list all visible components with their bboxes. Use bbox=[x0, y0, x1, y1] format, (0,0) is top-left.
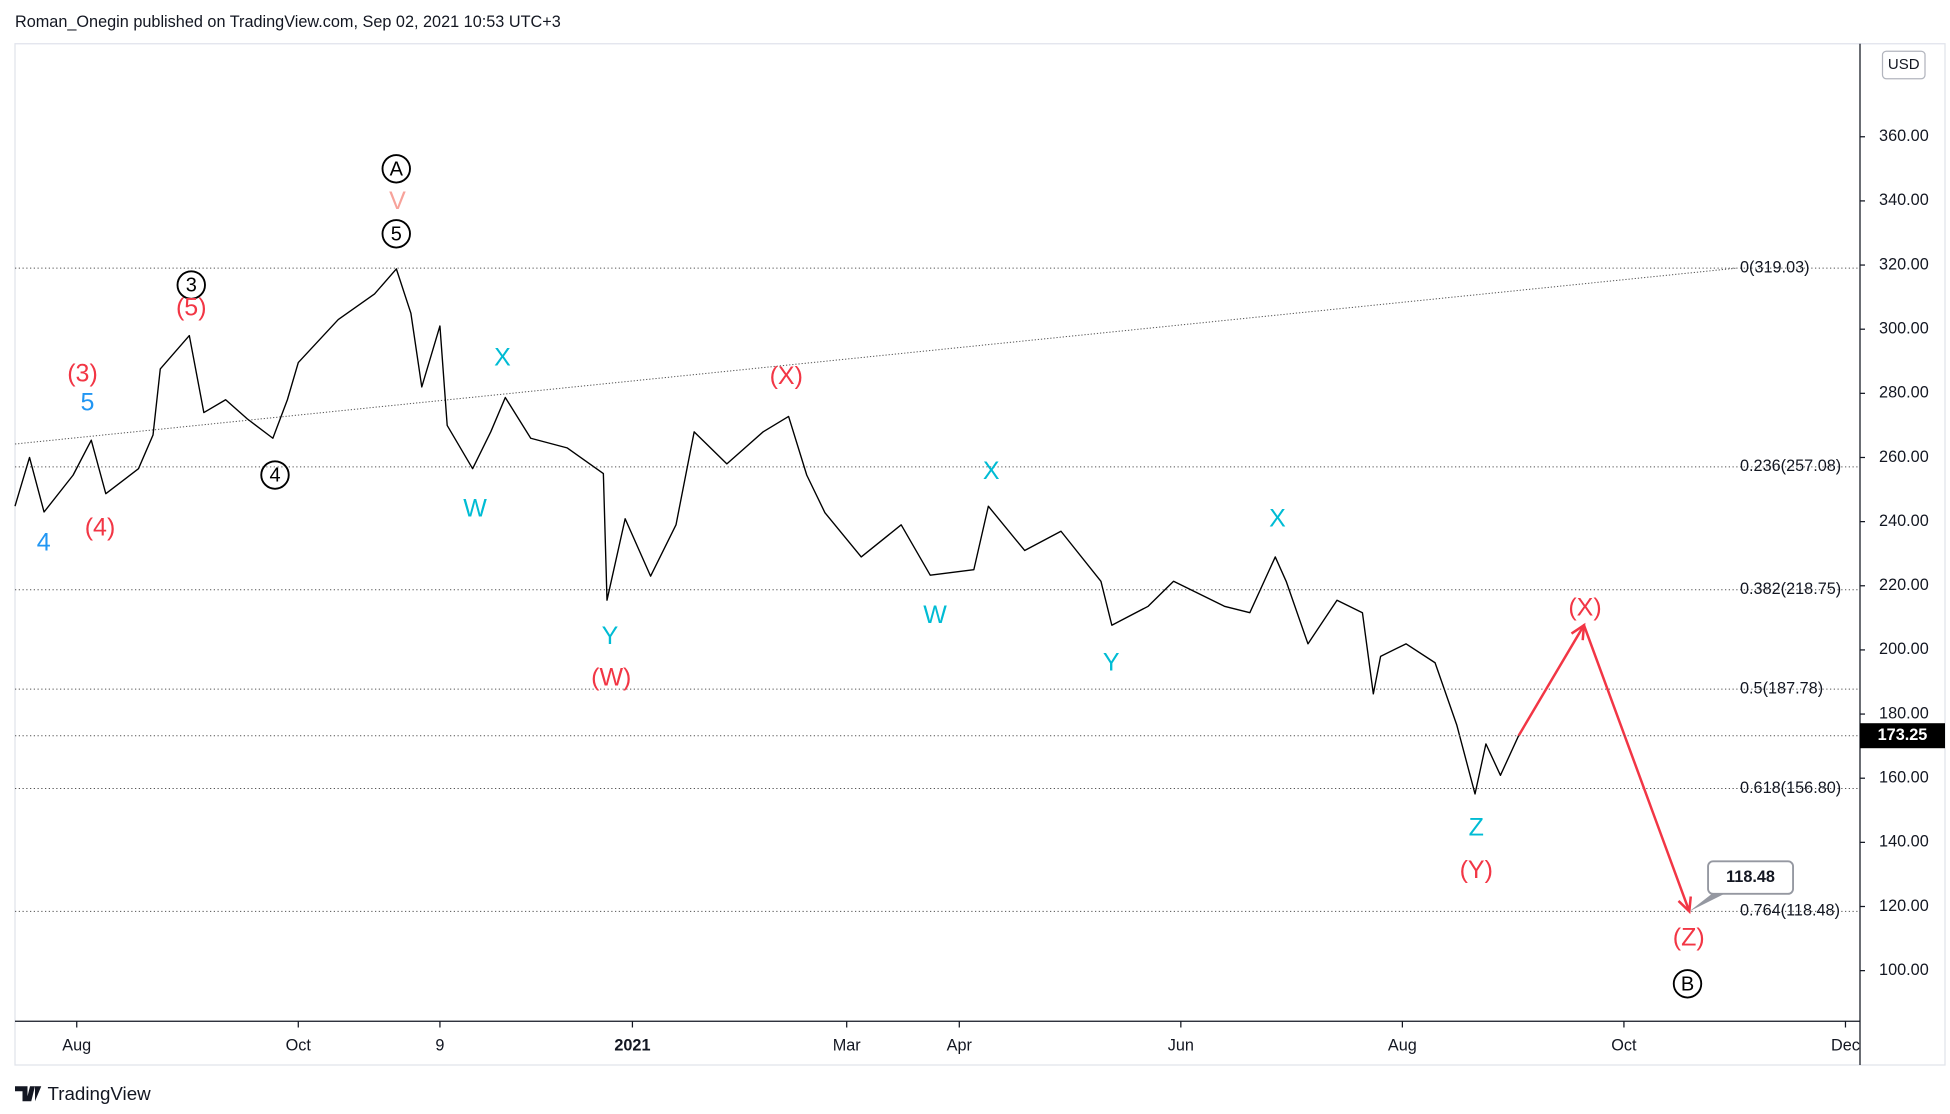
wave-circle bbox=[1672, 969, 1703, 999]
x-tick-label: Apr bbox=[947, 1037, 973, 1055]
wave-label: 4 bbox=[269, 465, 280, 487]
y-tick-label: 260.00 bbox=[1879, 448, 1929, 466]
wave-label: (4) bbox=[85, 513, 116, 541]
y-tick-label: 200.00 bbox=[1879, 640, 1929, 658]
y-tick-label: 160.00 bbox=[1879, 769, 1929, 787]
wave-label: (X) bbox=[770, 362, 803, 390]
wave-label: 3 bbox=[186, 275, 197, 297]
x-tick-label: Oct bbox=[286, 1037, 312, 1055]
wave-label: B bbox=[1681, 973, 1694, 995]
wave-label: (Y) bbox=[1460, 856, 1493, 884]
wave-label: X bbox=[494, 343, 511, 371]
price-tag-label: 173.25 bbox=[1878, 726, 1928, 744]
wave-label: 5 bbox=[391, 223, 402, 245]
y-tick-label: 120.00 bbox=[1879, 897, 1929, 915]
fib-label: 0(319.03) bbox=[1740, 258, 1810, 276]
frame bbox=[14, 43, 1946, 1066]
wave-circle bbox=[381, 219, 411, 249]
fib-label: 0.5(187.78) bbox=[1740, 679, 1823, 697]
y-tick-label: 240.00 bbox=[1879, 512, 1929, 530]
wave-label: 5 bbox=[81, 388, 95, 416]
wave-label: A bbox=[390, 158, 404, 180]
wave-label: (Z) bbox=[1673, 923, 1705, 951]
wave-label: W bbox=[923, 601, 947, 629]
trendline bbox=[14, 267, 1737, 445]
x-tick-label: Aug bbox=[1388, 1037, 1417, 1055]
y-tick-label: 180.00 bbox=[1879, 704, 1929, 722]
x-tick-label: Jun bbox=[1168, 1037, 1194, 1055]
wave-label: (5) bbox=[176, 293, 207, 321]
callout-pointer bbox=[1689, 893, 1725, 912]
y-tick-label: 140.00 bbox=[1879, 833, 1929, 851]
fib-label: 0.764(118.48) bbox=[1740, 902, 1840, 920]
x-tick-label: 9 bbox=[435, 1037, 444, 1055]
y-tick-label: 320.00 bbox=[1879, 255, 1929, 273]
y-tick-label: 340.00 bbox=[1879, 191, 1929, 209]
wave-label: V bbox=[389, 187, 406, 215]
fib-label: 0.382(218.75) bbox=[1740, 580, 1841, 598]
wave-label: (3) bbox=[67, 360, 98, 388]
y-tick-label: 360.00 bbox=[1879, 127, 1929, 145]
wave-circle bbox=[260, 460, 290, 490]
callout-box bbox=[1707, 860, 1794, 895]
y-tick-label: 100.00 bbox=[1879, 961, 1929, 979]
wave-circle bbox=[381, 154, 411, 184]
x-tick-label: Oct bbox=[1611, 1037, 1637, 1055]
x-tick-label: Mar bbox=[833, 1037, 862, 1055]
wave-label: X bbox=[1269, 505, 1286, 533]
wave-label: 4 bbox=[37, 528, 51, 556]
wave-label: Y bbox=[602, 622, 619, 650]
price-tag bbox=[1860, 723, 1945, 749]
footer-brand: TradingView bbox=[48, 1083, 152, 1104]
callout-label: 118.48 bbox=[1726, 868, 1775, 886]
arrow-head bbox=[1570, 622, 1586, 641]
wave-label: Z bbox=[1469, 813, 1484, 841]
y-tick-label: 280.00 bbox=[1879, 384, 1929, 402]
wave-label: (X) bbox=[1568, 593, 1601, 621]
y-tick-label: 220.00 bbox=[1879, 576, 1929, 594]
wave-label: (W) bbox=[591, 663, 631, 691]
header: Roman_Onegin published on TradingView.co… bbox=[15, 13, 561, 31]
x-tick-label: Dec bbox=[1831, 1037, 1860, 1055]
fib-label: 0.618(156.80) bbox=[1740, 779, 1841, 797]
fib-label: 0.236(257.08) bbox=[1740, 457, 1841, 475]
wave-label: W bbox=[463, 495, 487, 523]
currency-box[interactable] bbox=[1881, 50, 1926, 80]
wave-label: Y bbox=[1103, 648, 1120, 676]
wave-circle bbox=[176, 270, 206, 300]
price-line bbox=[14, 268, 1520, 795]
wave-label: X bbox=[983, 457, 1000, 485]
currency: USD bbox=[1888, 56, 1920, 73]
x-tick-label: Aug bbox=[62, 1037, 91, 1055]
x-tick-label: 2021 bbox=[614, 1037, 650, 1055]
y-tick-label: 300.00 bbox=[1879, 319, 1929, 337]
